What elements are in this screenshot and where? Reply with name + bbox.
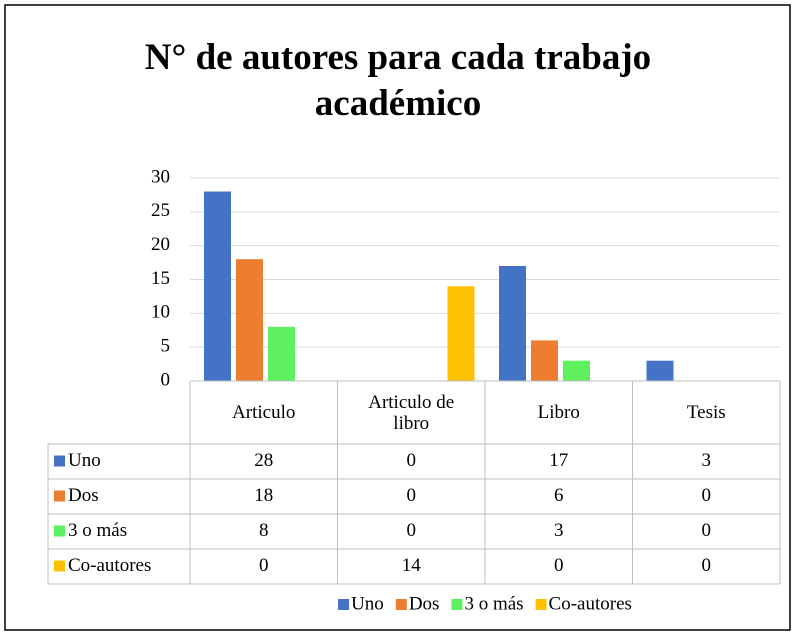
category-box: Articulo de libro: [368, 391, 455, 434]
table-legend-key: [54, 525, 65, 537]
y-tick-label: 10: [151, 302, 170, 323]
table-cell: 0: [702, 485, 712, 506]
table-cell: 3: [702, 450, 712, 471]
x-tick-label: Libro: [537, 402, 580, 423]
x-tick-label: Articulo: [232, 402, 296, 423]
bar: [204, 191, 231, 381]
legend-label: Uno: [351, 593, 384, 614]
table-cell: 14: [402, 555, 422, 576]
legend-key: [451, 599, 463, 610]
legend-key: [338, 599, 350, 610]
table-cell: 17: [549, 450, 568, 471]
y-tick-label: 20: [151, 234, 170, 255]
legend: Uno Dos 3 o más Co-autores: [338, 593, 632, 614]
table-cell: 0: [407, 485, 417, 506]
category-box: Tesis: [686, 402, 726, 423]
x-tick-label: Tesis: [686, 402, 726, 423]
chart-title-box: N° de autores para cada trabajo académic…: [144, 37, 652, 124]
table-cell: 8: [259, 520, 269, 541]
y-tick-label: 15: [151, 268, 170, 289]
bar: [499, 265, 526, 381]
y-tick-label: 0: [161, 369, 171, 390]
table-series-name: Co-autores: [68, 555, 151, 576]
y-tick-label: 30: [151, 166, 170, 187]
bar: [236, 259, 263, 381]
table-legend-key: [54, 560, 65, 572]
table-legend-key: [54, 490, 65, 502]
table-cell: 0: [702, 520, 712, 541]
table-cell: 3: [554, 520, 564, 541]
legend-key: [535, 599, 547, 610]
legend-label: 3 o más: [464, 593, 523, 614]
chart-title: N° de autores para cada trabajo académic…: [144, 37, 652, 124]
bar: [268, 326, 295, 381]
y-tick-label: 25: [151, 200, 170, 221]
table-cell: 0: [554, 555, 564, 576]
legend-label: Dos: [409, 593, 440, 614]
table-cell: 0: [259, 555, 269, 576]
legend-key: [395, 599, 407, 610]
bar: [563, 360, 590, 381]
bar: [447, 286, 475, 381]
x-tick-label: Articulo de libro: [368, 391, 455, 434]
category-box: Libro: [537, 402, 580, 423]
table-cell: 0: [407, 450, 417, 471]
table-cell: 18: [254, 485, 273, 506]
table-legend-key: [54, 455, 65, 467]
bar: [646, 360, 674, 381]
table-series-name: Uno: [68, 450, 101, 471]
y-tick-label: 5: [161, 336, 171, 357]
legend-label: Co-autores: [549, 593, 632, 614]
table-series-name: Dos: [68, 485, 99, 506]
table-cell: 28: [254, 450, 273, 471]
category-box: Articulo: [232, 402, 296, 423]
table-cell: 0: [702, 555, 712, 576]
bar: [531, 340, 558, 381]
table-series-name: 3 o más: [68, 520, 127, 541]
table-cell: 6: [554, 485, 564, 506]
table-cell: 0: [407, 520, 417, 541]
chart-border: [4, 4, 791, 631]
